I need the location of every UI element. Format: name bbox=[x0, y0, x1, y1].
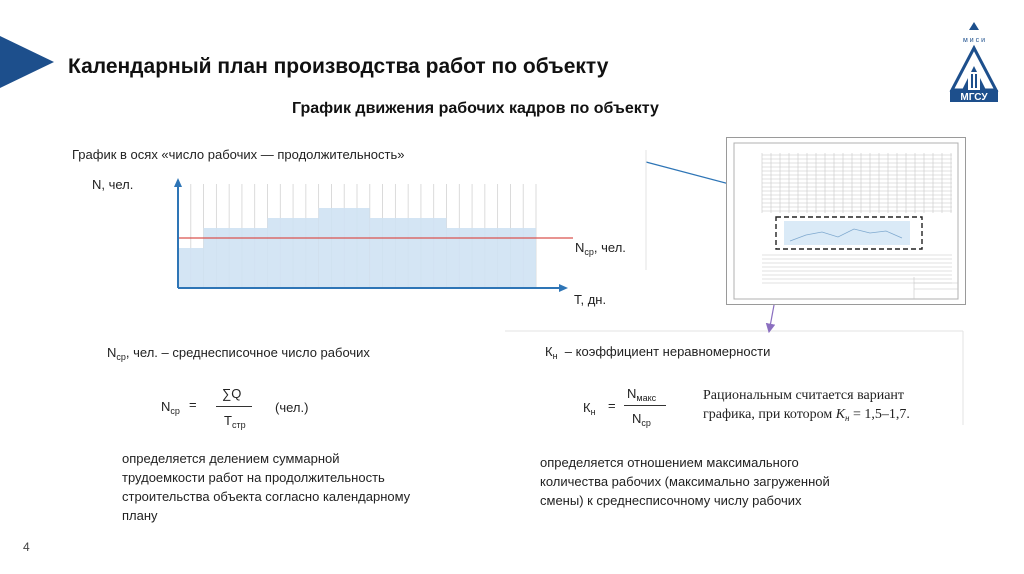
avg-formula-unit: (чел.) bbox=[275, 400, 309, 415]
chart-bar bbox=[318, 208, 370, 288]
slide-subtitle: График движения рабочих кадров по объект… bbox=[292, 100, 659, 117]
chart-bar bbox=[178, 248, 204, 288]
coef-formula-denominator: Nср bbox=[632, 411, 651, 428]
unevenness-coefficient-definition: Кн – коэффициент неравномерности bbox=[545, 344, 771, 361]
chart-bar bbox=[267, 218, 319, 288]
avg-formula-description: определяется делением суммарной трудоемк… bbox=[122, 451, 411, 523]
y-axis-arrow-icon bbox=[174, 178, 182, 187]
thumbnail-highlight-box bbox=[775, 216, 923, 250]
coef-formula-numerator: Nмакс bbox=[627, 386, 657, 403]
avg-formula-lhs: Nср bbox=[161, 399, 180, 416]
avg-formula-numerator: ∑Q bbox=[222, 386, 242, 401]
avg-formula-fraction-bar bbox=[216, 406, 252, 407]
coef-formula-fraction-bar bbox=[624, 405, 666, 406]
chart-axes bbox=[174, 178, 568, 292]
mgsu-logo-graphic: м и с и МГСУ bbox=[949, 22, 999, 103]
y-axis-label: N, чел. bbox=[92, 177, 134, 192]
avg-formula-denominator: Тстр bbox=[224, 413, 246, 430]
logo-top-text: м и с и bbox=[963, 37, 985, 44]
chart-caption: График в осях «число рабочих — продолжит… bbox=[72, 147, 405, 162]
x-axis-arrow-icon bbox=[559, 284, 568, 292]
page-number: 4 bbox=[23, 540, 30, 554]
coef-formula-equals: = bbox=[608, 398, 616, 413]
calendar-plan-thumbnail bbox=[726, 137, 966, 305]
corner-triangle-decoration bbox=[0, 36, 54, 88]
x-axis-label: Т, дн. bbox=[574, 292, 607, 307]
workforce-chart bbox=[174, 178, 573, 292]
mgsu-logo: м и с и МГСУ bbox=[944, 20, 1004, 107]
coef-formula-lhs: Кн bbox=[583, 400, 596, 417]
avg-workers-definition: Nср, чел. – среднесписочное число рабочи… bbox=[107, 345, 370, 362]
logo-bottom-text: МГСУ bbox=[960, 92, 988, 102]
slide-title: Календарный план производства работ по о… bbox=[68, 55, 609, 78]
chart-bar bbox=[369, 218, 447, 288]
coef-formula-description: определяется отношением максимального ко… bbox=[540, 455, 830, 508]
coef-rational-note: Рациональным считается вариант графика, … bbox=[703, 388, 910, 423]
average-line-label: Nср, чел. bbox=[575, 240, 626, 257]
avg-formula-equals: = bbox=[189, 397, 197, 412]
